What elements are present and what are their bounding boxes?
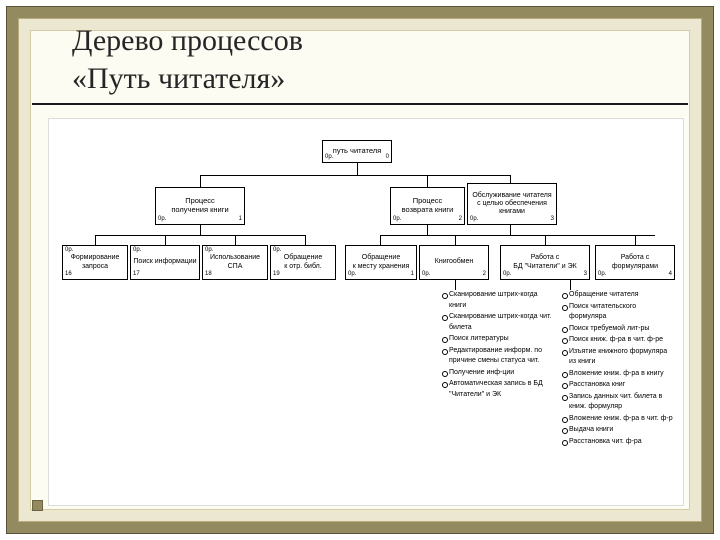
- bullet-item: Поиск литературы: [440, 334, 555, 345]
- node-foot-l: 0р.: [393, 216, 401, 223]
- node-foot-l: 0р.: [325, 154, 333, 161]
- bullet-item: Поиск требуемой лит-ры: [560, 324, 675, 335]
- conn: [545, 235, 546, 245]
- conn: [380, 235, 381, 245]
- node-c13: 0р. Использование СПА 18: [202, 245, 268, 280]
- conn: [455, 235, 456, 245]
- node-label: Формирование запроса: [65, 254, 125, 270]
- conn: [95, 235, 96, 245]
- conn: [357, 163, 358, 175]
- node-foot-l: 0р.: [422, 271, 430, 278]
- bullet-item: Вложение книж. ф-ра в книгу: [560, 369, 675, 380]
- bullets-right: Обращение читателяПоиск читательского фо…: [560, 290, 675, 448]
- conn: [235, 235, 236, 245]
- node-foot-l: 18: [205, 271, 212, 278]
- conn: [510, 225, 511, 235]
- node-c11: 0р. Формирование запроса 16: [62, 245, 128, 280]
- node-foot-l: 0р.: [503, 271, 511, 278]
- node-label: Процесс возврата книги: [393, 197, 462, 214]
- node-label: Обслуживание читателя с целью обеспечени…: [470, 192, 554, 216]
- title-underline: [32, 103, 688, 105]
- bullet-item: Сканирование штрих-когда чит. билета: [440, 312, 555, 333]
- node-foot-r: 3: [584, 271, 587, 278]
- node-label: Работа с БД "Читатели" и ЭК: [503, 254, 587, 270]
- node-label: Обращение к отр. библ.: [273, 254, 333, 270]
- bullet-item: Обращение читателя: [560, 290, 675, 301]
- bullet-item: Сканирование штрих-когда книги: [440, 290, 555, 311]
- node-foot-l: 0р.: [158, 216, 166, 223]
- conn: [380, 235, 655, 236]
- bullet-item: Получение инф-ции: [440, 368, 555, 379]
- node-foot-l: 16: [65, 271, 72, 278]
- node-head: 0р.: [65, 247, 73, 254]
- node-root: путь читателя 0р. 0: [322, 140, 392, 163]
- bullet-item: Запись данных чит. билета в книж. формул…: [560, 392, 675, 413]
- node-head: 0р.: [205, 247, 213, 254]
- title-line1: Дерево процессов: [72, 24, 303, 57]
- page-title: Дерево процессов «Путь читателя»: [72, 22, 303, 97]
- node-foot-l: 19: [273, 271, 280, 278]
- node-head: 0р.: [133, 247, 141, 254]
- conn: [95, 235, 305, 236]
- node-foot-r: 4: [669, 271, 672, 278]
- conn: [165, 235, 166, 245]
- node-c24: Работа с формулярами 0р. 4: [595, 245, 675, 280]
- node-c22: Книгообмен 0р. 2: [419, 245, 489, 280]
- conn: [455, 280, 456, 290]
- node-head: 0р.: [273, 247, 281, 254]
- conn: [635, 235, 636, 245]
- node-c12: 0р. Поиск информации 17: [130, 245, 200, 280]
- node-label: Обращение к месту хранения: [348, 254, 414, 270]
- conn: [200, 225, 201, 235]
- node-label: Процесс получения книги: [158, 197, 242, 214]
- conn: [200, 175, 201, 187]
- conn: [305, 235, 306, 245]
- node-foot-r: 0: [386, 154, 389, 161]
- node-foot-l: 0р.: [348, 271, 356, 278]
- node-foot-r: 1: [411, 271, 414, 278]
- node-c21: Обращение к месту хранения 0р. 1: [345, 245, 417, 280]
- node-foot-r: 3: [551, 216, 554, 223]
- bullet-item: Редактирование информ. по причине смены …: [440, 346, 555, 367]
- node-c14: 0р. Обращение к отр. библ. 19: [270, 245, 336, 280]
- conn: [427, 175, 428, 187]
- node-foot-l: 0р.: [598, 271, 606, 278]
- node-foot-l: 17: [133, 271, 140, 278]
- node-label: Работа с формулярами: [598, 254, 672, 270]
- bullet-item: Выдача книги: [560, 425, 675, 436]
- node-c23: Работа с БД "Читатели" и ЭК 0р. 3: [500, 245, 590, 280]
- node-foot-r: 1: [239, 216, 242, 223]
- node-p2: Процесс возврата книги 0р. 2: [390, 187, 465, 225]
- conn: [427, 225, 428, 235]
- conn: [570, 280, 571, 290]
- bullet-item: Изъятие книжного формуляра из книги: [560, 347, 675, 368]
- bullet-item: Расстановка книг: [560, 380, 675, 391]
- node-label: Использование СПА: [205, 254, 265, 270]
- node-p1: Процесс получения книги 0р. 1: [155, 187, 245, 225]
- title-line2: «Путь читателя»: [72, 62, 285, 95]
- node-label: Книгообмен: [422, 258, 486, 266]
- corner-square: [32, 500, 43, 511]
- bullets-left: Сканирование штрих-когда книгиСканирован…: [440, 290, 555, 401]
- node-label: путь читателя: [325, 147, 389, 156]
- bullet-item: Вложение книж. ф-ра в чит. ф-р: [560, 414, 675, 425]
- node-label: Поиск информации: [133, 258, 197, 266]
- conn: [200, 175, 510, 176]
- node-foot-r: 2: [459, 216, 462, 223]
- bullet-item: Расстановка чит. ф-ра: [560, 437, 675, 448]
- bullet-item: Поиск книж. ф-ра в чит. ф-ре: [560, 335, 675, 346]
- bullet-item: Автоматическая запись в БД "Читатели" и …: [440, 379, 555, 400]
- node-p3: Обслуживание читателя с целью обеспечени…: [467, 183, 557, 225]
- bullet-item: Поиск читательского формуляра: [560, 302, 675, 323]
- node-foot-r: 2: [483, 271, 486, 278]
- node-foot-l: 0р.: [470, 216, 478, 223]
